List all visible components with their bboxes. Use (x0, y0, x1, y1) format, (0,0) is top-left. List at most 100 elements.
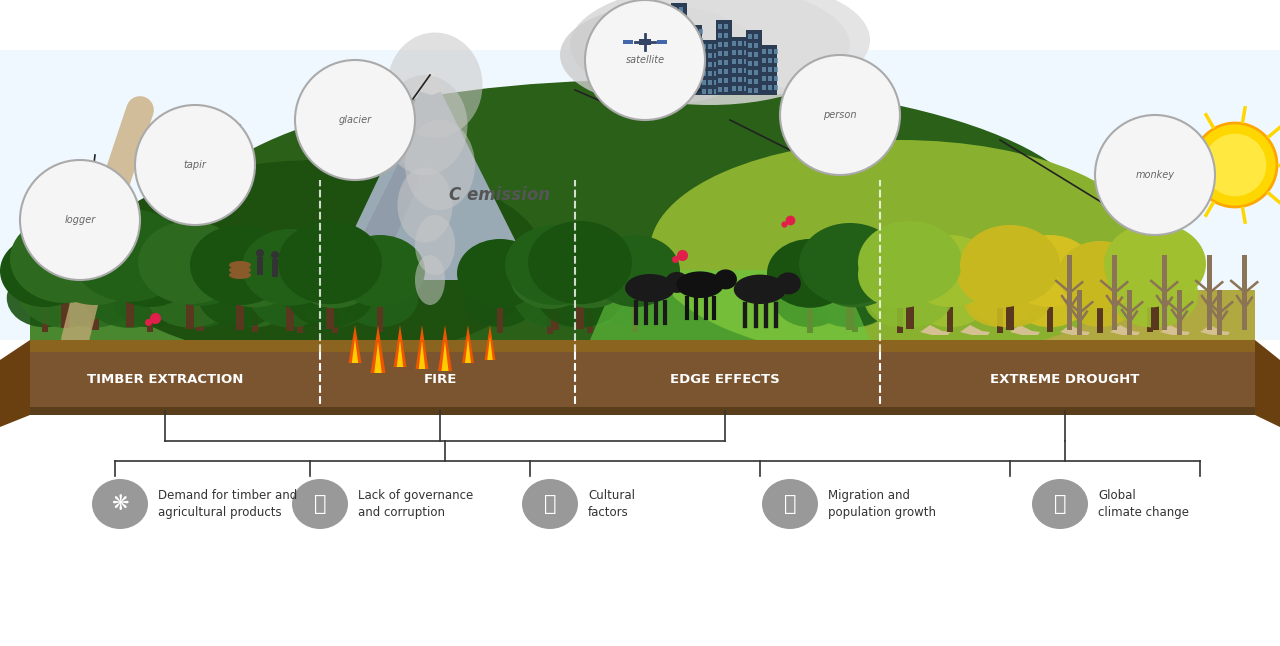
Bar (699, 74, 703, 79)
Ellipse shape (264, 273, 335, 327)
Ellipse shape (271, 251, 279, 259)
Text: 🌍: 🌍 (1053, 494, 1066, 514)
Bar (639, 53, 643, 58)
Bar (649, 73, 653, 78)
Ellipse shape (625, 274, 675, 302)
Bar (744, 86, 748, 91)
Bar (748, 34, 751, 39)
Ellipse shape (229, 271, 251, 279)
Bar (774, 58, 778, 63)
Bar (147, 307, 154, 332)
Bar (846, 305, 854, 329)
Circle shape (134, 105, 255, 225)
Bar (724, 69, 728, 74)
Bar (732, 77, 736, 82)
Bar (639, 89, 643, 94)
Bar (701, 62, 707, 67)
Circle shape (585, 0, 705, 120)
Ellipse shape (957, 239, 1043, 307)
Bar (663, 55, 667, 60)
Bar (649, 55, 653, 60)
Bar (657, 55, 660, 60)
Polygon shape (1060, 325, 1091, 335)
Bar (669, 37, 673, 42)
Ellipse shape (218, 270, 292, 328)
Text: C emission: C emission (449, 186, 550, 204)
Bar (699, 65, 703, 70)
Bar (673, 88, 677, 93)
Bar (700, 40, 718, 95)
Ellipse shape (767, 239, 852, 307)
Text: Migration and
population growth: Migration and population growth (828, 489, 936, 519)
Bar (673, 79, 677, 84)
Ellipse shape (676, 271, 723, 298)
Bar (687, 47, 691, 52)
Bar (663, 46, 667, 51)
Text: tapir: tapir (183, 160, 206, 170)
Ellipse shape (960, 225, 1060, 305)
Bar (1151, 305, 1158, 329)
Bar (576, 304, 584, 329)
Ellipse shape (818, 270, 892, 328)
Circle shape (1094, 115, 1215, 235)
Ellipse shape (812, 237, 899, 307)
Circle shape (20, 160, 140, 280)
Bar (748, 43, 751, 48)
Ellipse shape (506, 225, 605, 305)
Bar (663, 37, 667, 42)
Bar (762, 58, 765, 63)
Ellipse shape (415, 255, 445, 305)
Bar (673, 25, 677, 30)
Bar (678, 25, 684, 30)
Bar (744, 77, 748, 82)
Bar (718, 60, 722, 65)
Bar (634, 89, 637, 94)
Bar (627, 80, 631, 85)
Bar (631, 307, 639, 332)
Bar (748, 79, 751, 84)
Ellipse shape (858, 241, 942, 308)
Bar (701, 89, 707, 94)
Bar (762, 67, 765, 72)
Text: logger: logger (64, 215, 96, 225)
Bar (739, 86, 742, 91)
Ellipse shape (300, 273, 371, 327)
Ellipse shape (799, 223, 901, 305)
Bar (625, 40, 643, 95)
Bar (906, 304, 914, 329)
Bar (1097, 308, 1103, 333)
Bar (774, 67, 778, 72)
Text: glacier: glacier (338, 115, 371, 125)
Bar (639, 62, 643, 67)
Polygon shape (960, 325, 989, 335)
Ellipse shape (18, 256, 111, 328)
Bar (42, 307, 49, 332)
Ellipse shape (554, 273, 626, 327)
Bar (678, 79, 684, 84)
Text: EDGE EFFECTS: EDGE EFFECTS (671, 373, 780, 386)
Bar (718, 33, 722, 38)
Polygon shape (419, 340, 425, 369)
Bar (730, 37, 748, 95)
Ellipse shape (138, 221, 242, 304)
Polygon shape (1199, 325, 1230, 335)
Ellipse shape (72, 209, 188, 302)
Bar (252, 307, 259, 333)
Bar (547, 309, 553, 334)
Polygon shape (438, 325, 452, 371)
Ellipse shape (398, 167, 453, 242)
Bar (673, 43, 677, 48)
Bar (739, 68, 742, 73)
Ellipse shape (1011, 269, 1088, 328)
Ellipse shape (105, 235, 195, 307)
Polygon shape (590, 270, 870, 340)
Ellipse shape (905, 235, 995, 307)
Bar (1112, 255, 1117, 330)
Bar (91, 305, 99, 330)
Ellipse shape (858, 221, 963, 304)
Bar (724, 51, 728, 56)
Text: Demand for timber and
agricultural products: Demand for timber and agricultural produ… (157, 489, 297, 519)
Text: TIMBER EXTRACTION: TIMBER EXTRACTION (87, 373, 243, 386)
Bar (997, 307, 1004, 333)
Bar (649, 37, 653, 42)
